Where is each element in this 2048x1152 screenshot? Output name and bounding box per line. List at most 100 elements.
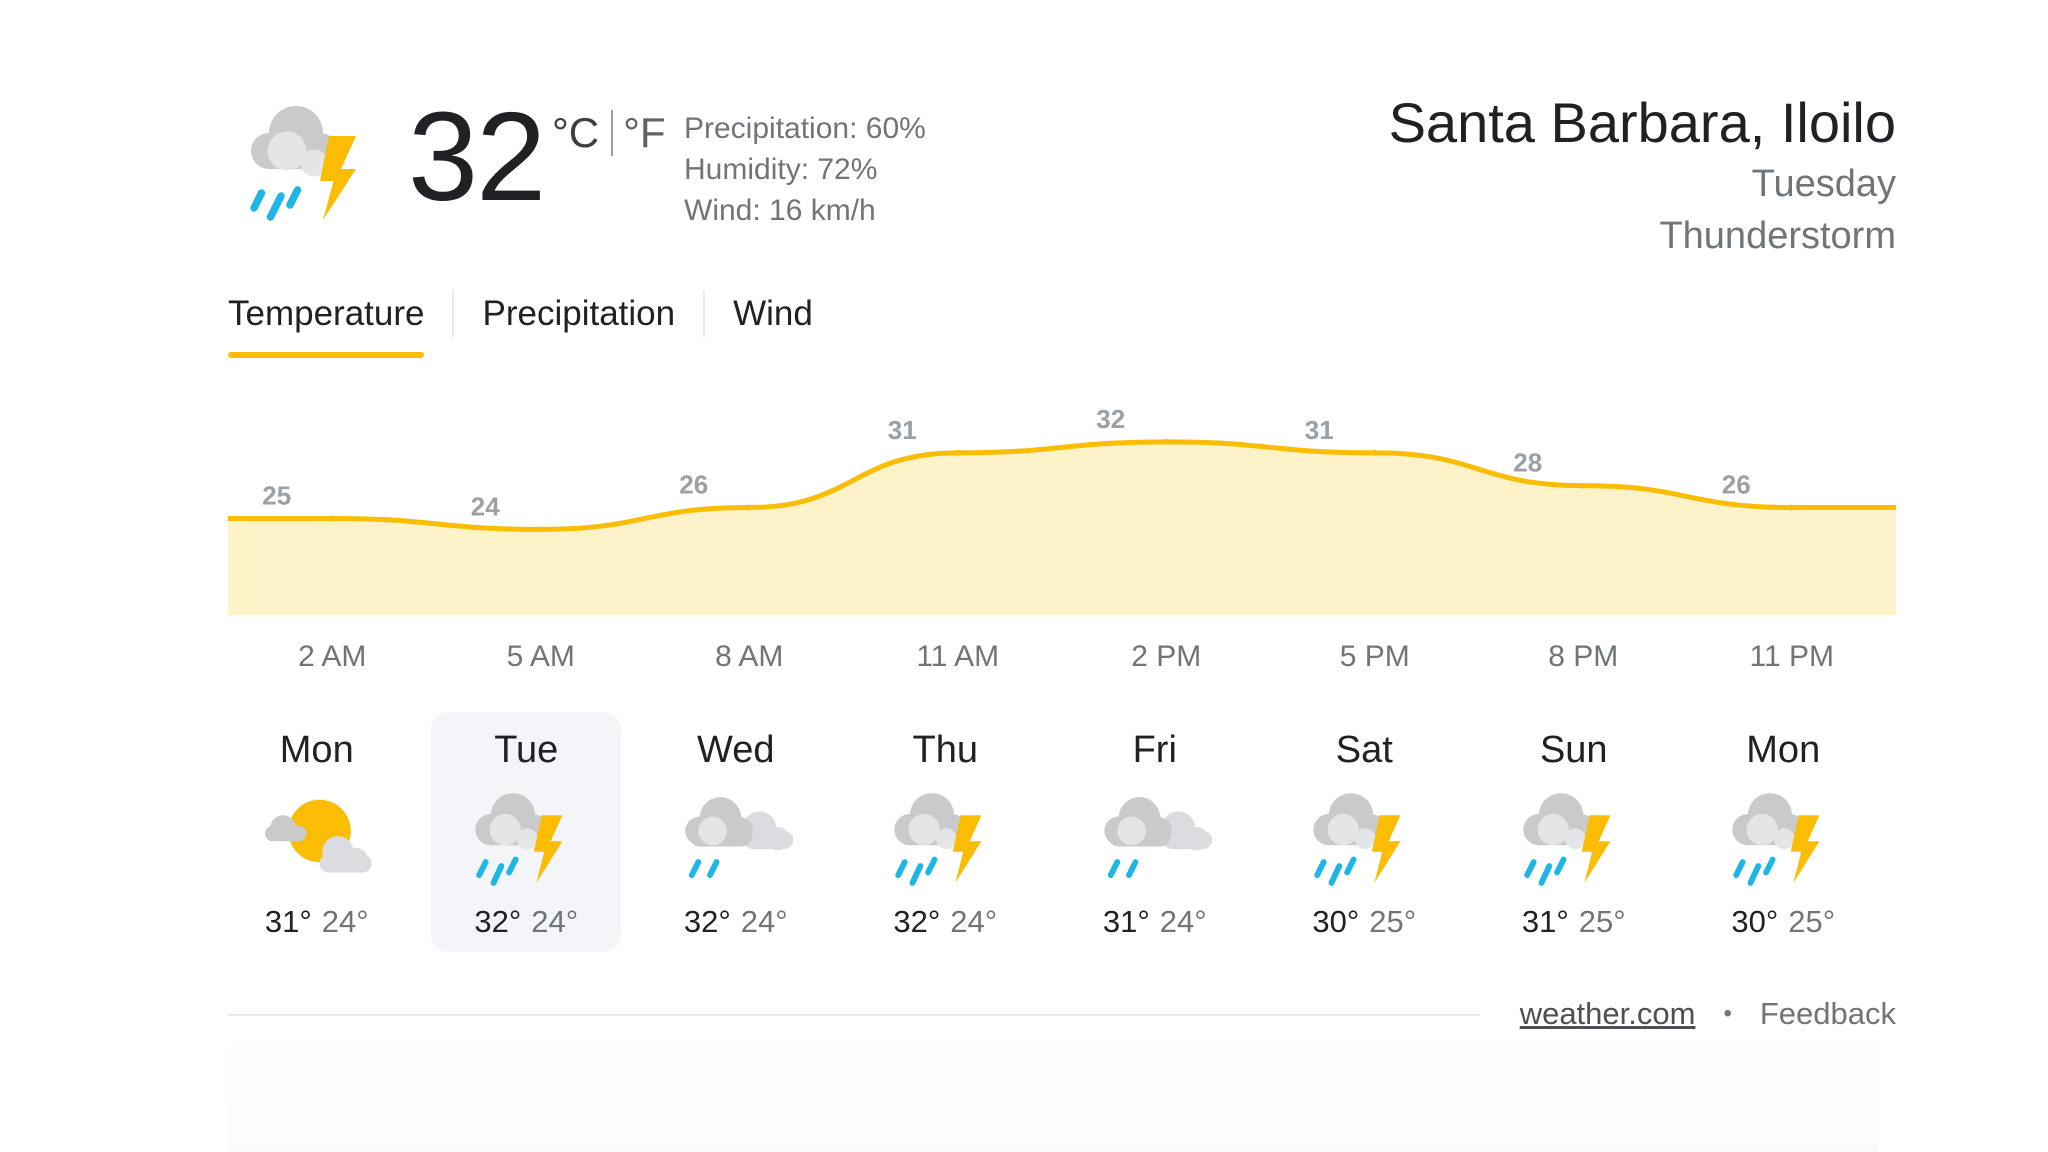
thunderstorm-icon: [461, 784, 591, 896]
daily-forecast: Mon 31° 24° Tue 32° 24° Wed 32° 24° Thu 32° 24° Fri 3…: [228, 712, 1904, 952]
celsius-unit-button[interactable]: °C: [552, 109, 600, 156]
forecast-low: 24°: [531, 904, 579, 939]
thunderstorm-icon: [1509, 784, 1639, 896]
forecast-day-name: Sun: [1539, 729, 1608, 771]
wind-stat: Wind: 16 km/h: [684, 194, 876, 227]
forecast-day-name: Mon: [279, 729, 354, 771]
tab-temperature[interactable]: Temperature: [228, 290, 425, 358]
chart-data-label: 24: [471, 491, 500, 521]
x-tick-label: 11 AM: [916, 640, 1000, 673]
x-tick-label: 5 AM: [506, 640, 575, 673]
forecast-high: 31°: [264, 904, 312, 939]
temperature-chart[interactable]: 25 24 26 31 32 31 28 26: [228, 400, 1896, 620]
rain-cloud-icon: [1090, 784, 1220, 896]
chart-data-label: 32: [1096, 404, 1125, 434]
forecast-day-sat[interactable]: Sat 30° 25°: [1269, 712, 1459, 952]
chart-data-label: 31: [1305, 415, 1334, 445]
forecast-high: 31°: [1102, 904, 1150, 939]
chart-point: [1371, 449, 1378, 456]
forecast-high: 31°: [1521, 904, 1569, 939]
forecast-temps: 32° 24°: [850, 902, 1040, 942]
forecast-high: 32°: [683, 904, 731, 939]
thunderstorm-icon: [1718, 784, 1848, 896]
forecast-day-name: Sat: [1335, 729, 1393, 771]
x-tick-label: 11 PM: [1749, 640, 1834, 673]
forecast-temps: 30° 25°: [1269, 902, 1459, 942]
chart-point: [954, 449, 961, 456]
precipitation-stat: Precipitation: 60%: [684, 112, 926, 145]
forecast-temps: 31° 24°: [222, 902, 412, 942]
rain-cloud-icon: [671, 784, 801, 896]
forecast-temps: 32° 24°: [431, 902, 621, 942]
thunderstorm-icon: [880, 784, 1010, 896]
forecast-temps: 31° 25°: [1479, 902, 1669, 942]
forecast-temps: 32° 24°: [641, 902, 831, 942]
chart-point: [537, 526, 544, 533]
forecast-high: 30°: [1731, 904, 1779, 939]
x-tick-label: 5 PM: [1339, 640, 1410, 673]
chart-point: [1580, 482, 1587, 489]
forecast-day-name: Fri: [1132, 729, 1177, 771]
feedback-link[interactable]: Feedback: [1759, 996, 1896, 1031]
chart-data-label: 25: [262, 480, 291, 510]
x-tick-label: 2 PM: [1131, 640, 1202, 673]
tab-divider: [452, 290, 455, 338]
chart-point: [746, 504, 753, 511]
forecast-day-name: Thu: [912, 729, 978, 771]
forecast-high: 30°: [1312, 904, 1360, 939]
chart-data-label: 26: [1722, 470, 1751, 500]
footer-divider: [228, 1014, 1480, 1016]
forecast-day-tue[interactable]: Tue 32° 24°: [431, 712, 622, 952]
partly-cloudy-icon: [252, 784, 382, 896]
humidity-stat: Humidity: 72%: [684, 153, 878, 186]
location-block: Santa Barbara, Iloilo Tuesday Thundersto…: [1389, 88, 1896, 262]
chart-point: [329, 515, 336, 522]
forecast-day-fri[interactable]: Fri 31° 24°: [1060, 712, 1250, 952]
chart-point: [1163, 438, 1170, 445]
chart-data-label: 28: [1513, 448, 1542, 478]
chart-data-label: 26: [679, 470, 708, 500]
x-tick-label: 2 AM: [298, 640, 367, 673]
x-tick-label: 8 AM: [715, 640, 784, 673]
forecast-day-name: Wed: [697, 729, 775, 771]
thunderstorm-icon: [236, 96, 386, 236]
forecast-low: 25°: [1578, 904, 1626, 939]
time-axis: 2 AM 5 AM 8 AM 11 AM 2 PM 5 PM 8 PM 11 PM: [228, 640, 1896, 690]
forecast-low: 24°: [321, 904, 369, 939]
forecast-day-wed[interactable]: Wed 32° 24°: [641, 712, 831, 952]
chart-data-label: 31: [888, 415, 917, 445]
chart-point: [1788, 504, 1795, 511]
x-tick-label: 8 PM: [1548, 640, 1619, 673]
forecast-high: 32°: [893, 904, 941, 939]
footer: weather.com • Feedback: [1520, 994, 1896, 1034]
forecast-low: 24°: [740, 904, 788, 939]
thunderstorm-icon: [1299, 784, 1429, 896]
footer-separator: •: [1723, 1000, 1732, 1027]
chart-line: [228, 439, 1896, 532]
forecast-temps: 31° 24°: [1060, 902, 1250, 942]
background-fade: [228, 1030, 1878, 1152]
forecast-temps: 30° 25°: [1688, 902, 1878, 942]
tab-precipitation[interactable]: Precipitation: [482, 294, 676, 333]
unit-toggle: °C °F: [552, 108, 666, 158]
weather-stats: Precipitation: 60% Humidity: 72% Wind: 1…: [684, 108, 926, 231]
location-title: Santa Barbara, Iloilo: [1388, 91, 1896, 154]
tab-divider: [703, 290, 706, 338]
current-temperature: 32: [408, 86, 546, 227]
fahrenheit-unit-button[interactable]: °F: [623, 109, 666, 156]
current-day: Tuesday: [1751, 163, 1896, 205]
forecast-day-sun[interactable]: Sun 31° 25°: [1479, 712, 1669, 952]
forecast-low: 24°: [1159, 904, 1207, 939]
current-condition: Thunderstorm: [1659, 215, 1896, 257]
unit-separator: [611, 110, 614, 156]
forecast-day-thu[interactable]: Thu 32° 24°: [850, 712, 1040, 952]
forecast-low: 25°: [1788, 904, 1836, 939]
forecast-day-mon[interactable]: Mon 31° 24°: [222, 712, 412, 952]
forecast-day-mon[interactable]: Mon 30° 25°: [1688, 712, 1878, 952]
tab-wind[interactable]: Wind: [733, 294, 813, 333]
forecast-high: 32°: [474, 904, 522, 939]
chart-tabs: Temperature Precipitation Wind: [228, 290, 813, 358]
forecast-day-name: Tue: [494, 729, 559, 771]
weather-source-link[interactable]: weather.com: [1519, 996, 1696, 1031]
forecast-low: 24°: [950, 904, 998, 939]
